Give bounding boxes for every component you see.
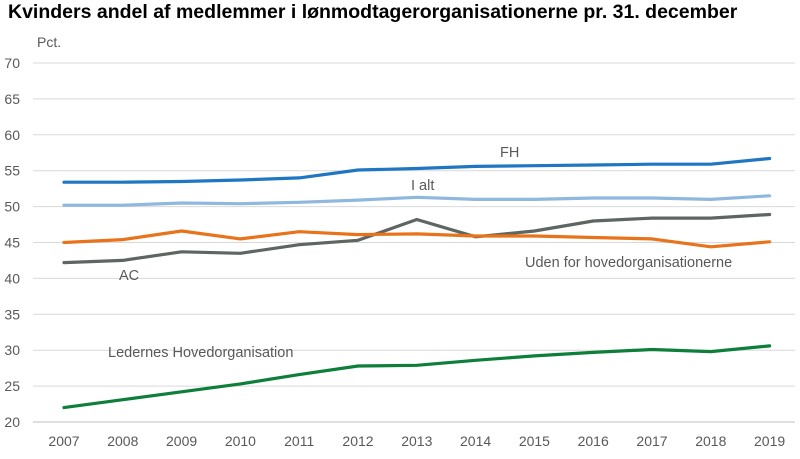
x-tick-label: 2018 bbox=[695, 433, 726, 449]
y-tick-label: 65 bbox=[4, 91, 20, 107]
y-tick-label: 25 bbox=[4, 378, 20, 394]
series-label: I alt bbox=[411, 178, 434, 194]
series-line-2 bbox=[62, 212, 772, 265]
x-tick-label: 2007 bbox=[48, 433, 79, 449]
chart-title: Kvinders andel af medlemmer i lønmodtage… bbox=[8, 1, 738, 23]
series-line-4 bbox=[62, 344, 772, 410]
x-tick-label: 2013 bbox=[401, 433, 432, 449]
x-tick-label: 2016 bbox=[578, 433, 609, 449]
series-lines bbox=[62, 156, 772, 410]
x-tick-label: 2017 bbox=[636, 433, 667, 449]
x-tick-label: 2015 bbox=[519, 433, 550, 449]
series-label: AC bbox=[119, 268, 139, 284]
series-labels: FH I alt AC Uden for hovedorganisationerne L… bbox=[108, 145, 732, 361]
x-tick-label: 2010 bbox=[225, 433, 256, 449]
y-tick-label: 70 bbox=[4, 55, 20, 71]
series-line-1 bbox=[62, 194, 772, 207]
series-line-3 bbox=[62, 229, 772, 249]
series-line-0 bbox=[62, 156, 772, 184]
x-tick-label: 2011 bbox=[284, 433, 314, 449]
y-tick-label: 45 bbox=[4, 235, 20, 251]
series-label: Ledernes Hovedorganisation bbox=[108, 345, 293, 361]
y-tick-label: 60 bbox=[4, 127, 20, 143]
axes: 20 25 30 35 40 45 50 55 60 65 70 Pct. 2007 2008 2009 20… bbox=[4, 34, 795, 449]
y-axis-label: Pct. bbox=[37, 34, 61, 50]
y-tick-label: 55 bbox=[4, 163, 20, 179]
y-tick-label: 35 bbox=[4, 306, 20, 322]
y-tick-label: 20 bbox=[4, 414, 20, 430]
series-label: Uden for hovedorganisationerne bbox=[525, 255, 732, 271]
series-label: FH bbox=[500, 145, 519, 161]
x-tick-label: 2009 bbox=[166, 433, 197, 449]
x-tick-label: 2012 bbox=[342, 433, 373, 449]
y-tick-label: 30 bbox=[4, 342, 20, 358]
y-tick-label: 50 bbox=[4, 199, 20, 215]
x-tick-label: 2014 bbox=[460, 433, 491, 449]
x-tick-label: 2008 bbox=[107, 433, 138, 449]
x-tick-label: 2019 bbox=[754, 433, 785, 449]
y-tick-label: 40 bbox=[4, 270, 20, 286]
